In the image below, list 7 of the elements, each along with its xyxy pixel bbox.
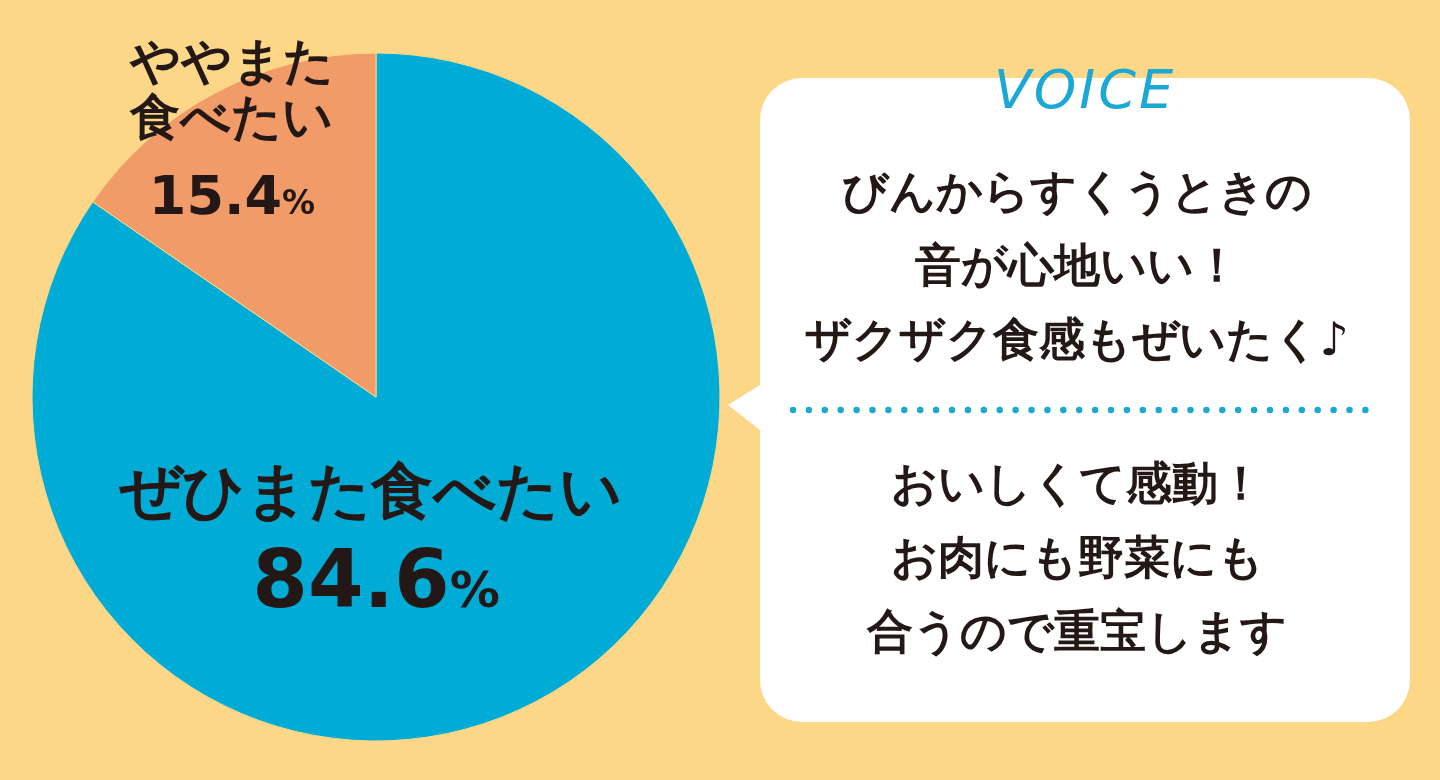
slice-label: ぜひまた食べたい	[118, 454, 622, 528]
data-label: 84.6%	[252, 532, 500, 626]
text: おいしくて感動！お肉にも野菜にも合うので重宝します	[866, 455, 1287, 658]
text: VOICE	[993, 58, 1177, 121]
data-label: 15.4%	[148, 164, 316, 228]
slice-label: ややまた食べたい	[128, 32, 334, 147]
text: びんからすくうときの音が心地いい！ザクザク食感もぜいたく♪	[804, 163, 1350, 366]
